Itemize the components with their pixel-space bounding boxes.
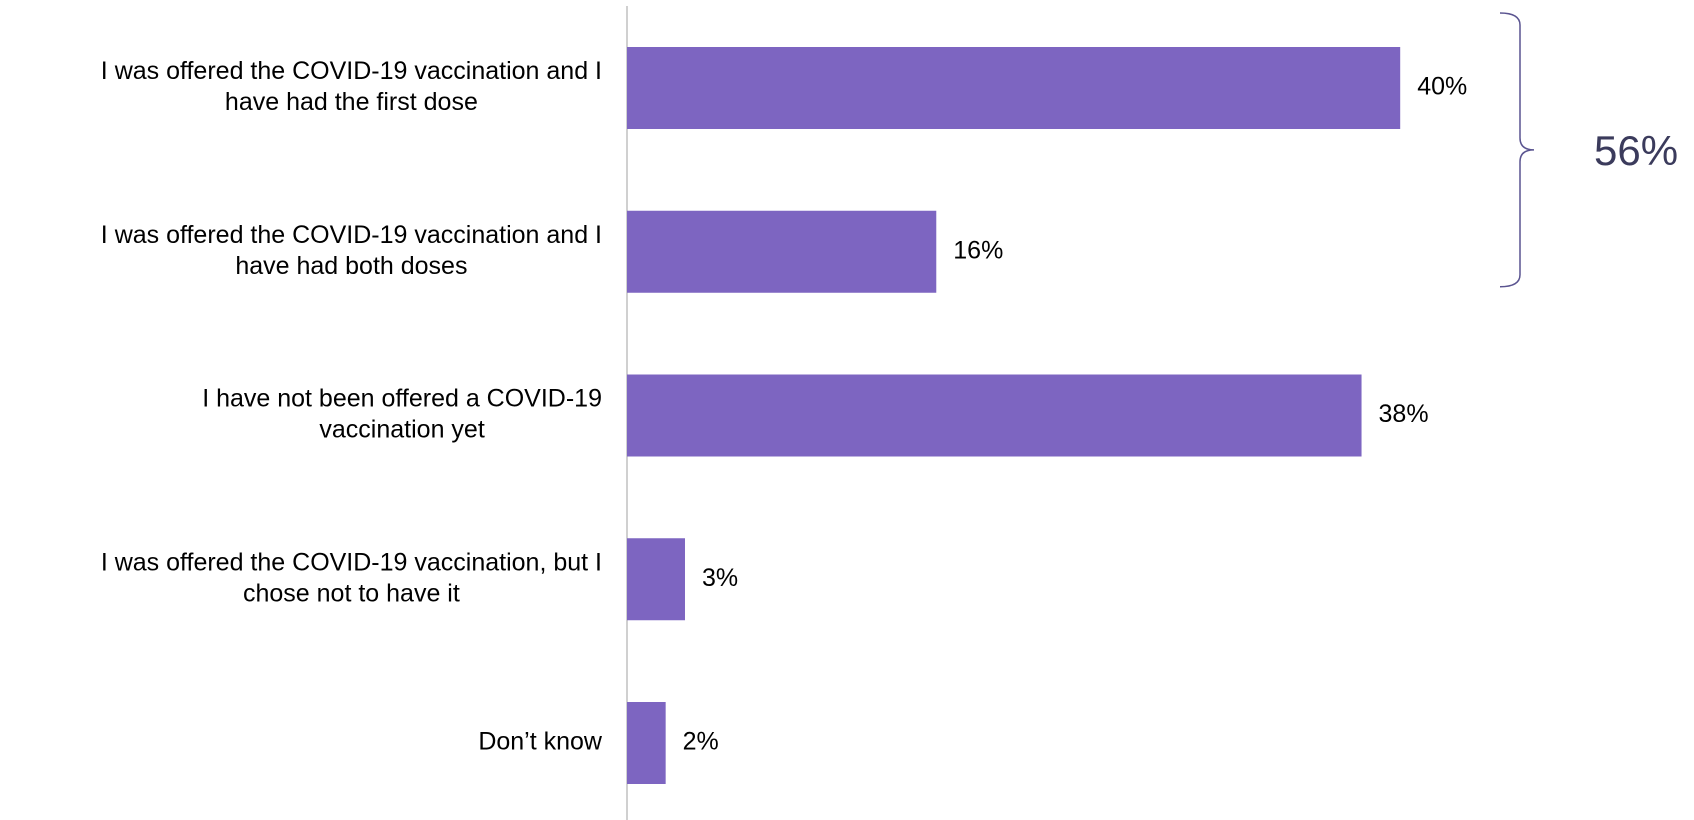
category-label-line: have had both doses [235,252,467,280]
value-labels-group: 40% 16% 38% 3% 2% [683,73,1468,756]
category-label: I have not been offered a COVID-19 vaccin… [202,385,602,444]
category-label-line: have had the first dose [225,88,478,116]
category-label-line: chose not to have it [243,579,460,607]
category-label: I was offered the COVID-19 vaccination, … [101,548,602,607]
category-labels-group: I was offered the COVID-19 vaccination a… [101,57,603,756]
bracket-brace [1499,12,1535,288]
bar [627,374,1362,457]
bar-value-label: 2% [683,728,719,756]
category-label-line: I have not been offered a COVID-19 [202,385,602,413]
category-label-line: I was offered the COVID-19 vaccination a… [101,221,602,249]
bar [627,47,1401,129]
category-label-line: Don’t know [478,728,603,756]
bar [627,538,685,621]
bar [627,210,937,293]
category-label: I was offered the COVID-19 vaccination a… [101,57,602,116]
bar-value-label: 16% [953,236,1003,264]
category-label-line: I was offered the COVID-19 vaccination, … [101,548,602,576]
bar [627,702,666,784]
category-label-line: I was offered the COVID-19 vaccination a… [101,57,602,85]
category-label-line: vaccination yet [319,416,484,444]
category-label: I was offered the COVID-19 vaccination a… [101,221,602,280]
bracket-total-label: 56% [1594,127,1678,174]
bar-value-label: 3% [702,564,738,592]
bar-value-label: 38% [1379,400,1429,428]
bar-value-label: 40% [1417,73,1467,101]
category-label: Don’t know [478,728,603,756]
bars-group [627,47,1401,784]
